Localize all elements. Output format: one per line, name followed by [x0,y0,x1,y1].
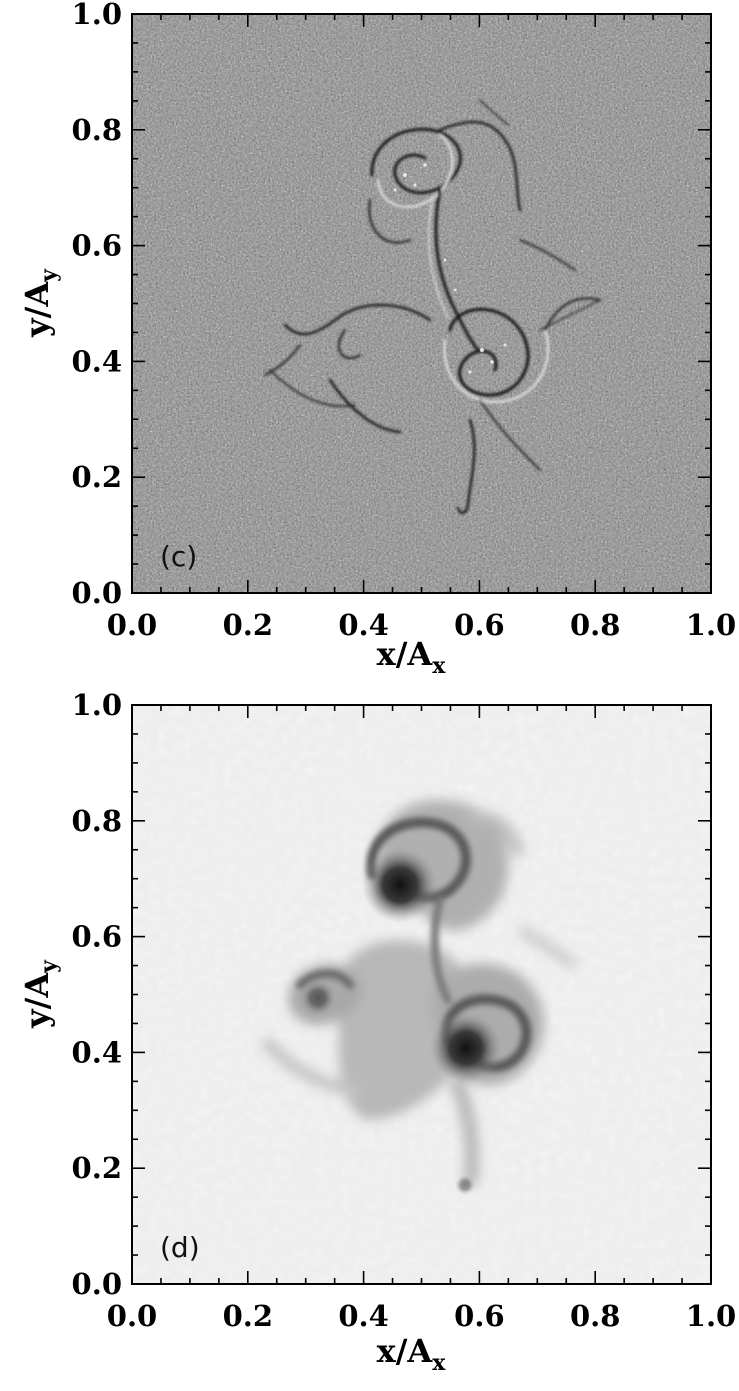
panel-c-ticks: 0.0 0.2 0.4 0.6 0.8 1.0 0.0 0.2 0.4 0.6 0.8 1.0 [72,0,737,642]
y-tick-label: 1.0 [72,688,122,722]
x-tick-label: 0.0 [107,1299,157,1333]
y-tick-label: 0.0 [72,1267,122,1301]
x-tick-label: 0.2 [223,608,273,642]
panel-d-ylabel: y/Ay [18,959,62,1029]
y-tick-label: 0.4 [72,1035,122,1069]
y-tick-label: 1.0 [72,0,122,31]
x-tick-label: 0.4 [338,1299,388,1333]
x-tick-label: 0.8 [570,608,620,642]
y-tick-label: 0.8 [72,804,122,838]
panel-c-tag: (c) [160,540,197,573]
x-tick-label: 0.6 [454,608,504,642]
panel-d-image [132,705,711,1284]
y-tick-label: 0.2 [72,460,122,494]
panel-c: 0.0 0.2 0.4 0.6 0.8 1.0 0.0 0.2 0.4 0.6 0.8 1.0 (c)… [18,0,736,679]
panel-c-image [132,14,711,593]
panel-c-xlabel: x/Ax [377,635,447,679]
x-tick-label: 0.4 [338,608,388,642]
panel-d-tag: (d) [160,1231,200,1264]
x-tick-label: 0.2 [223,1299,273,1333]
y-tick-label: 0.2 [72,1151,122,1185]
x-tick-label: 0.8 [570,1299,620,1333]
y-tick-label: 0.0 [72,576,122,610]
panel-d: 0.0 0.2 0.4 0.6 0.8 1.0 0.0 0.2 0.4 0.6 0.8 1.0 (d)… [18,688,736,1376]
panel-d-xlabel: x/Ax [377,1332,447,1376]
x-tick-label: 0.0 [107,608,157,642]
x-tick-label: 0.6 [454,1299,504,1333]
panel-c-ylabel: y/Ay [18,268,62,338]
x-tick-label: 1.0 [686,608,736,642]
panel-d-ticks: 0.0 0.2 0.4 0.6 0.8 1.0 0.0 0.2 0.4 0.6 0.8 1.0 [72,688,737,1333]
y-tick-label: 0.4 [72,344,122,378]
y-tick-label: 0.6 [72,920,122,954]
y-tick-label: 0.8 [72,113,122,147]
y-tick-label: 0.6 [72,229,122,263]
x-tick-label: 1.0 [686,1299,736,1333]
